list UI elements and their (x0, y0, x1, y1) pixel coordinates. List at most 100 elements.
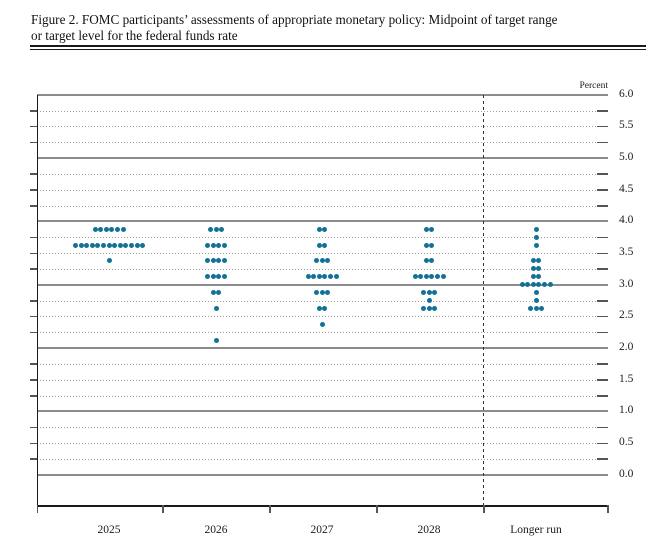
projection-dot (316, 274, 322, 280)
projection-dot (319, 290, 325, 296)
y-axis-tick-right (597, 426, 608, 429)
y-axis-tick-right (597, 379, 608, 381)
projection-dot (84, 242, 90, 248)
projection-dot (216, 242, 222, 248)
projection-dot (313, 258, 319, 264)
y-axis-tick-left (29, 189, 38, 191)
x-axis-category-label: 2026 (204, 524, 228, 536)
y-axis-tick-right (597, 236, 608, 239)
y-axis-tick-left (29, 315, 38, 318)
projection-dot (533, 234, 539, 240)
projection-dot (120, 226, 126, 232)
x-axis-tick (607, 505, 609, 513)
projection-dot (420, 290, 426, 296)
x-axis-tick (162, 505, 164, 513)
projection-dot (219, 226, 225, 232)
gridline-dotted (36, 300, 597, 302)
y-axis-tick-left (29, 125, 38, 128)
y-axis-label: 4.0 (619, 214, 634, 227)
x-axis-category-label: 2028 (417, 524, 441, 536)
projection-dot (533, 226, 539, 232)
y-axis-tick-left (29, 205, 38, 207)
projection-dot (434, 274, 440, 280)
projection-dot (527, 305, 533, 311)
projection-dot (418, 274, 424, 280)
gridline-dotted (36, 126, 597, 128)
projection-dot (313, 290, 319, 296)
projection-dot (319, 258, 325, 264)
projection-dot (210, 242, 216, 248)
projection-dot (533, 298, 539, 304)
y-axis-label: 3.5 (619, 246, 634, 259)
projection-dot (325, 290, 331, 296)
projection-dot (89, 242, 95, 248)
projection-dot (423, 258, 429, 264)
projection-dot (423, 274, 429, 280)
gridline-dotted (36, 173, 597, 175)
projection-dot (78, 242, 84, 248)
y-axis-tick-right (597, 205, 608, 207)
projection-dot (426, 298, 432, 304)
projection-dot (210, 290, 216, 296)
y-axis-label: 6.0 (619, 87, 634, 100)
projection-dot (539, 305, 545, 311)
y-axis-tick-left (29, 331, 38, 334)
projection-dot (221, 258, 227, 264)
y-axis-tick-left (29, 379, 38, 381)
projection-dot (525, 282, 531, 288)
projection-dot (533, 242, 539, 248)
y-axis-tick-right (597, 315, 608, 318)
y-axis-unit-label: Percent (579, 81, 609, 91)
y-axis-label: 0.5 (619, 436, 634, 448)
y-axis-tick-right (597, 110, 608, 112)
projection-dot (322, 226, 328, 232)
projection-dot (412, 274, 418, 280)
projection-dot (530, 266, 536, 272)
gridline-dotted (36, 253, 597, 255)
gridline-dotted (36, 379, 597, 381)
title-divider-rule-top (30, 45, 646, 47)
y-axis-tick-left (29, 173, 38, 175)
projection-dot (327, 274, 333, 280)
projection-dot (213, 226, 219, 232)
y-axis-tick-left (29, 442, 38, 444)
x-axis-tick (269, 505, 271, 513)
gridline-dotted (36, 458, 597, 460)
projection-dot (519, 282, 525, 288)
gridline-dotted (36, 189, 597, 191)
gridline-dotted (36, 395, 597, 397)
projection-dot (207, 226, 213, 232)
projection-dot (205, 274, 211, 280)
y-axis-tick-right (597, 458, 608, 460)
projection-dot (429, 242, 435, 248)
projection-dot (112, 242, 118, 248)
y-axis-label: 2.5 (619, 309, 634, 322)
projection-dot (547, 282, 553, 288)
y-axis-tick-left (29, 236, 38, 239)
projection-dot (536, 282, 542, 288)
y-axis-tick-left (29, 252, 38, 255)
projection-dot (429, 258, 435, 264)
projection-dot (72, 242, 78, 248)
figure-title: Figure 2. FOMC participants’ assessments… (31, 12, 631, 44)
gridline-solid (36, 157, 608, 160)
projection-dot (536, 274, 542, 280)
projection-dot (322, 274, 328, 280)
y-axis-tick-right (597, 173, 608, 175)
projection-dot (536, 258, 542, 264)
y-axis-line (36, 94, 38, 505)
y-axis-label: 5.0 (619, 151, 634, 164)
projection-dot (541, 282, 547, 288)
projection-dot (216, 258, 222, 264)
projection-dot (98, 226, 104, 232)
gridline-dotted (36, 142, 597, 144)
longer-run-separator-line (483, 94, 484, 505)
y-axis-tick-left (29, 363, 38, 365)
projection-dot (213, 337, 219, 343)
projection-dot (426, 290, 432, 296)
projection-dot (311, 274, 317, 280)
gridline-dotted (36, 427, 597, 429)
projection-dot (533, 290, 539, 296)
projection-dot (325, 258, 331, 264)
